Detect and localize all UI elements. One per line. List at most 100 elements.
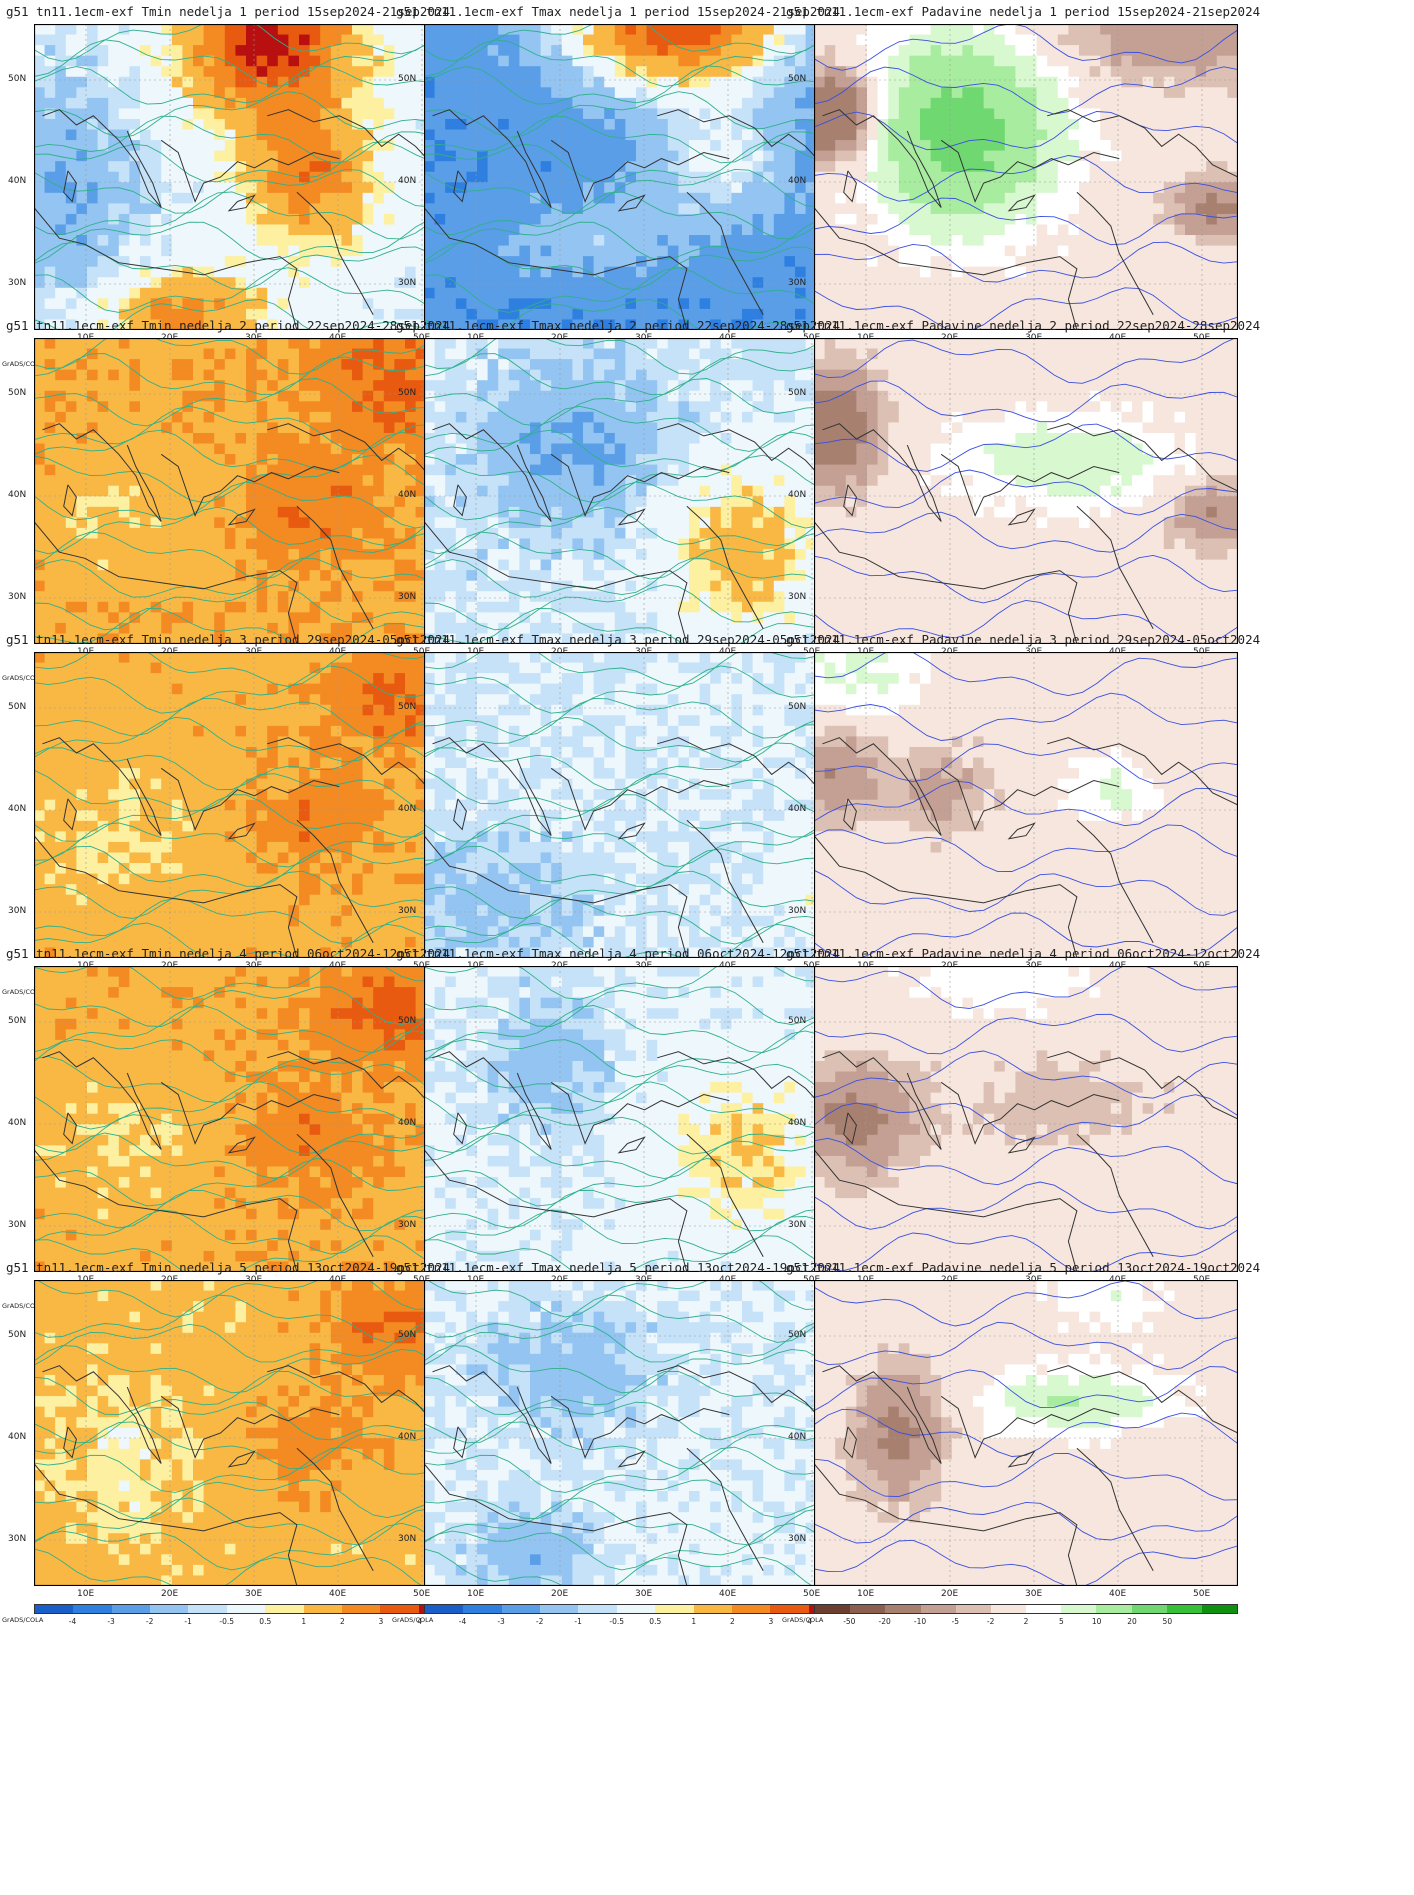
anomaly-cell (320, 475, 332, 487)
anomaly-cell (814, 287, 825, 299)
anomaly-cell (299, 55, 310, 67)
anomaly-cell (519, 66, 531, 78)
anomaly-cell (362, 277, 374, 289)
anomaly-cell (320, 506, 332, 518)
anomaly-cell (309, 348, 321, 360)
anomaly-cell (150, 517, 162, 529)
anomaly-cell (1004, 298, 1016, 310)
anomaly-cell (383, 359, 395, 371)
coastline (432, 109, 552, 208)
anomaly-cell (1079, 277, 1090, 289)
anomaly-cell (34, 66, 45, 78)
anomaly-cell (466, 87, 478, 99)
anomaly-cell (583, 140, 594, 152)
anomaly-cell (277, 591, 289, 603)
anomaly-cell (309, 24, 321, 35)
anomaly-cell (667, 213, 679, 225)
anomaly-cell (720, 266, 732, 278)
anomaly-cell (1121, 45, 1133, 57)
anomaly-cell (1132, 277, 1143, 289)
anomaly-cell (951, 87, 963, 99)
anomaly-cell (646, 108, 658, 120)
anomaly-cell (193, 475, 204, 487)
anomaly-cell (477, 245, 488, 257)
anomaly-cell (246, 506, 257, 518)
coastline (843, 170, 857, 203)
anomaly-cell (193, 338, 204, 349)
anomaly-cell (330, 411, 342, 423)
anomaly-cell (699, 256, 711, 268)
anomaly-cell (76, 422, 88, 434)
anomaly-cell (752, 245, 764, 257)
anomaly-cell (383, 235, 395, 246)
anomaly-cell (773, 213, 785, 225)
anomaly-cell (742, 45, 753, 57)
anomaly-cell (604, 24, 616, 35)
anomaly-cell (1110, 266, 1122, 278)
anomaly-cell (1089, 34, 1101, 46)
anomaly-cell (1132, 308, 1143, 320)
anomaly-cell (1174, 45, 1186, 57)
anomaly-cell (309, 182, 321, 194)
anomaly-cell (689, 298, 700, 310)
anomaly-cell (394, 256, 406, 268)
anomaly-cell (508, 171, 520, 183)
anomaly-cell (97, 319, 109, 331)
anomaly-cell (34, 496, 45, 508)
anomaly-cell (277, 308, 289, 320)
anomaly-cell (877, 224, 889, 236)
anomaly-cell (742, 277, 753, 289)
anomaly-cell (930, 308, 942, 320)
anomaly-cell (87, 161, 98, 173)
anomaly-cell (593, 55, 605, 67)
anomaly-cell (1153, 97, 1165, 109)
anomaly-cell (108, 612, 120, 624)
anomaly-cell (951, 319, 963, 331)
anomaly-cell (224, 76, 236, 88)
anomaly-cell (646, 76, 658, 88)
anomaly-cell (572, 45, 584, 57)
anomaly-cell (108, 319, 120, 331)
anomaly-cell (415, 359, 427, 371)
anomaly-cell (277, 443, 289, 455)
anomaly-cell (235, 108, 247, 120)
anomaly-cell (1163, 87, 1175, 99)
anomaly-cell (752, 182, 764, 194)
anomaly-cell (1163, 224, 1175, 236)
anomaly-cell (140, 496, 151, 508)
anomaly-cell (805, 277, 817, 289)
anomaly-cell (373, 390, 385, 402)
anomaly-cell (625, 256, 637, 268)
anomaly-cell (530, 277, 541, 289)
anomaly-cell (34, 203, 45, 215)
anomaly-cell (678, 182, 690, 194)
anomaly-cell (795, 308, 806, 320)
anomaly-cell (330, 182, 342, 194)
anomaly-cell (150, 411, 162, 423)
anomaly-cell (909, 150, 921, 162)
anomaly-cell (97, 76, 109, 88)
anomaly-cell (235, 390, 247, 402)
anomaly-cell (983, 235, 995, 246)
anomaly-cell (1174, 161, 1186, 173)
anomaly-cell (1015, 266, 1027, 278)
anomaly-cell (309, 256, 321, 268)
anomaly-cell (140, 580, 151, 592)
anomaly-cell (805, 266, 817, 278)
anomaly-cell (689, 87, 700, 99)
anomaly-cell (593, 171, 605, 183)
anomaly-cell (1132, 34, 1143, 46)
anomaly-cell (150, 390, 162, 402)
anomaly-cell (1185, 224, 1196, 236)
anomaly-cell (994, 108, 1006, 120)
anomaly-cell (267, 506, 279, 518)
anomaly-cell (710, 308, 722, 320)
anomaly-cell (1142, 213, 1154, 225)
anomaly-cell (814, 298, 825, 310)
anomaly-cell (34, 464, 45, 476)
anomaly-cell (330, 277, 342, 289)
anomaly-cell (341, 192, 353, 204)
anomaly-cell (235, 411, 247, 423)
anomaly-cell (689, 266, 700, 278)
anomaly-cell (87, 464, 98, 476)
